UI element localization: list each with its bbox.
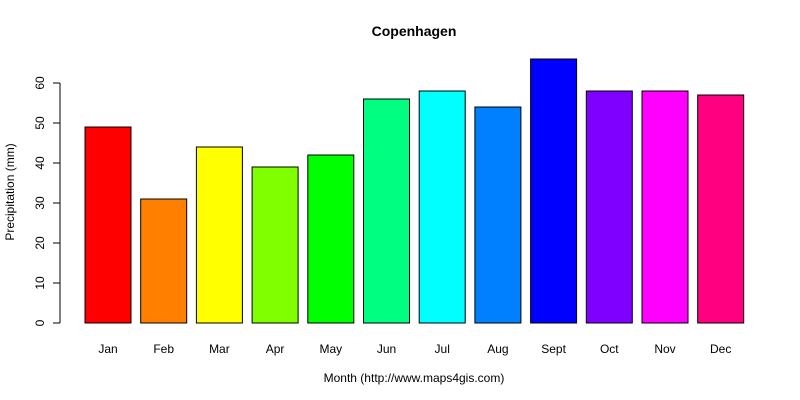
chart-title: Copenhagen	[372, 23, 457, 39]
x-tick-label: Apr	[266, 342, 285, 356]
bar-jul	[418, 90, 466, 324]
y-tick-label: 50	[33, 116, 47, 130]
bar-apr	[251, 166, 299, 324]
x-tick-label: Sept	[541, 342, 566, 356]
x-tick-label: Oct	[600, 342, 619, 356]
x-tick-label: Jan	[98, 342, 117, 356]
y-tick-label: 60	[33, 76, 47, 90]
x-tick-label: Nov	[654, 342, 675, 356]
x-tick-label: Aug	[487, 342, 508, 356]
bar-dec	[697, 94, 745, 324]
y-axis: 0 10 20 30 40 50 60	[33, 76, 61, 326]
bar-jun	[363, 98, 410, 324]
x-tick-label: Jun	[377, 342, 396, 356]
bar-aug	[474, 106, 522, 324]
bar-oct	[585, 90, 633, 324]
y-axis-label: Precipitation (mm)	[3, 143, 17, 240]
x-tick-label: Jul	[435, 342, 450, 356]
bar-jan	[84, 126, 132, 324]
x-tick-label: Mar	[209, 342, 230, 356]
y-tick-label: 0	[33, 319, 47, 326]
x-axis-label: Month (http://www.maps4gis.com)	[324, 371, 505, 385]
x-tick-label: Feb	[153, 342, 174, 356]
x-tick-label: Dec	[710, 342, 731, 356]
bars	[84, 58, 745, 324]
bar-sept	[530, 58, 578, 324]
y-tick-label: 40	[33, 156, 47, 170]
x-tick-labels: Jan Feb Mar Apr May Jun Jul Aug Sept Oct Nov Dec	[98, 342, 731, 356]
bar-mar	[195, 146, 243, 324]
bar-nov	[641, 90, 689, 324]
y-tick-label: 20	[33, 236, 47, 250]
bar-may	[307, 154, 355, 324]
y-tick-label: 30	[33, 196, 47, 210]
x-tick-label: May	[319, 342, 342, 356]
bar-feb	[140, 198, 188, 324]
y-tick-label: 10	[33, 276, 47, 290]
